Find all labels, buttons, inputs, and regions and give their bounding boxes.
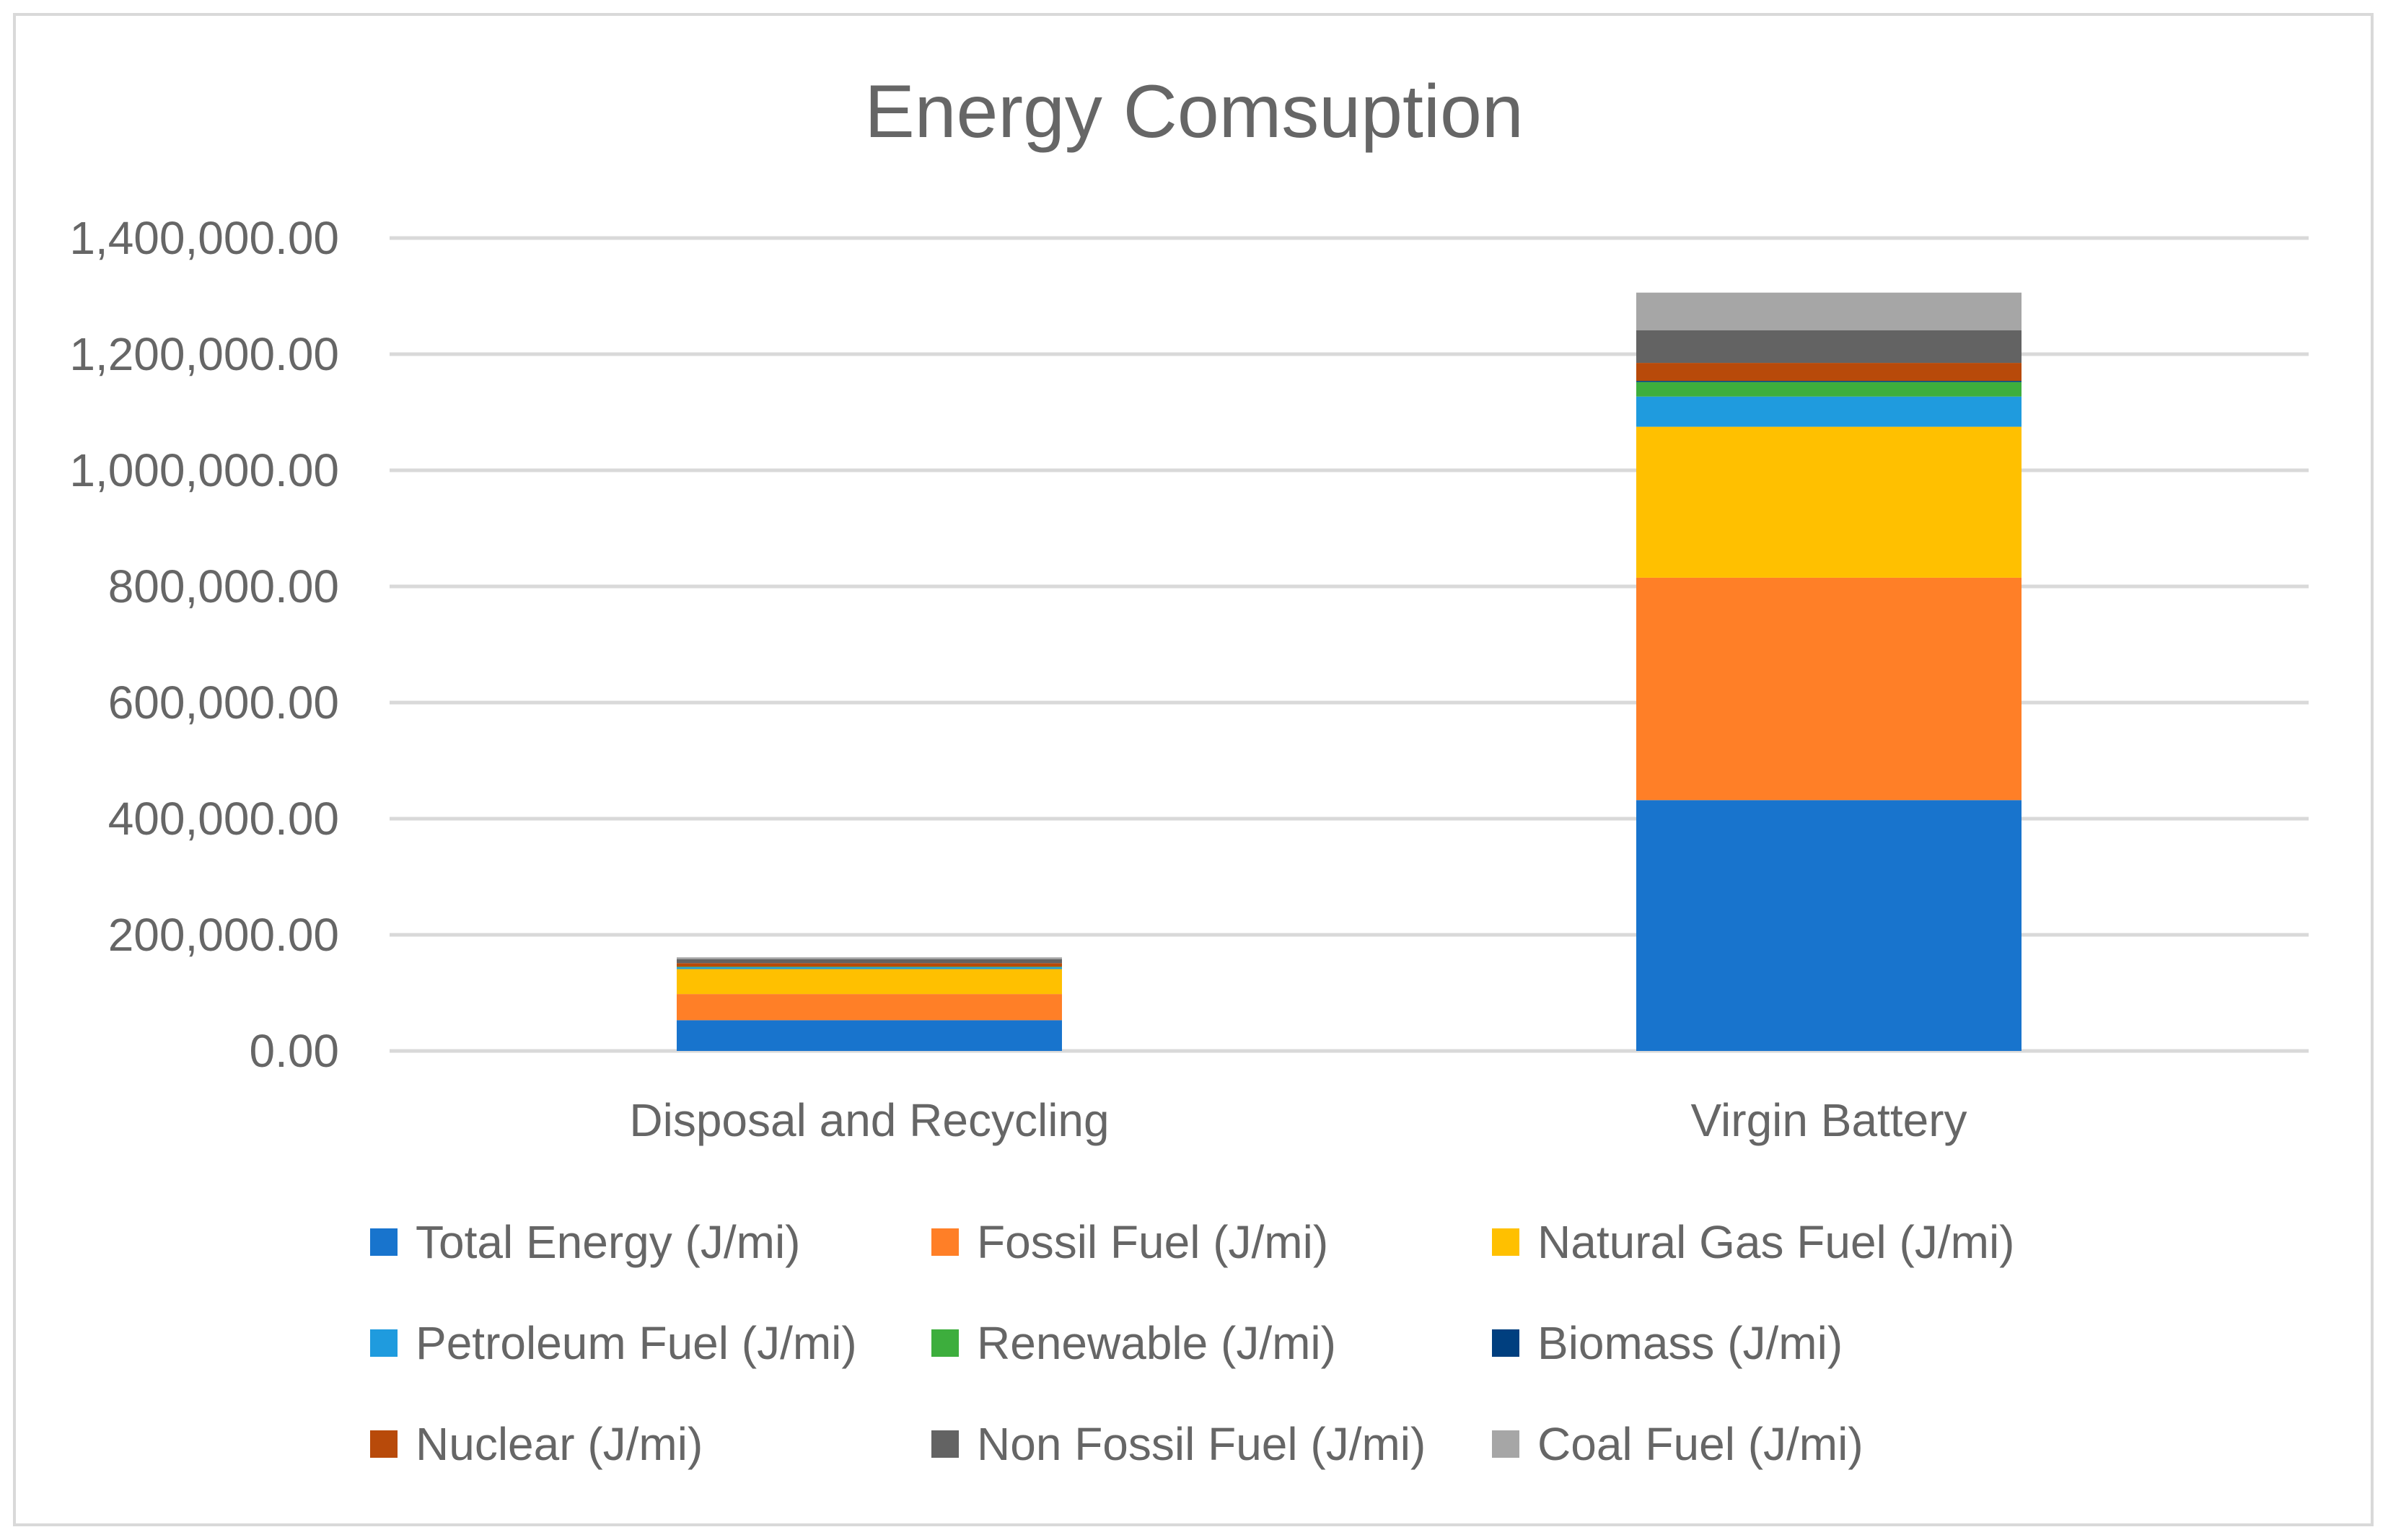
legend-label: Petroleum Fuel (J/mi)	[416, 1317, 857, 1369]
bar-segment	[1636, 381, 2022, 382]
legend-swatch	[370, 1430, 398, 1458]
legend-swatch	[931, 1329, 959, 1357]
legend-label: Fossil Fuel (J/mi)	[977, 1216, 1328, 1268]
chart-title: Energy Comsuption	[864, 70, 1523, 154]
bar-segment	[677, 959, 1062, 964]
y-tick-label: 800,000.00	[108, 560, 339, 612]
legend-label: Natural Gas Fuel (J/mi)	[1537, 1216, 2014, 1268]
legend-swatch	[931, 1430, 959, 1458]
bar-segment	[1636, 800, 2022, 1051]
x-axis-categories: Disposal and Recycling Virgin Battery	[629, 1094, 1967, 1146]
legend-label: Biomass (J/mi)	[1537, 1317, 1843, 1369]
bar-segment	[677, 969, 1062, 995]
y-tick-label: 400,000.00	[108, 793, 339, 845]
legend-label: Renewable (J/mi)	[977, 1317, 1336, 1369]
bar-segment	[1636, 396, 2022, 427]
legend: Total Energy (J/mi) Fossil Fuel (J/mi) Nat…	[370, 1216, 2014, 1470]
bar-segment	[1636, 292, 2022, 330]
bar-segment	[1636, 426, 2022, 578]
legend-swatch	[931, 1228, 959, 1256]
legend-label: Non Fossil Fuel (J/mi)	[977, 1418, 1426, 1470]
bars	[677, 292, 2022, 1051]
bar-segment	[677, 963, 1062, 967]
legend-label: Total Energy (J/mi)	[416, 1216, 800, 1268]
y-tick-label: 0.00	[249, 1025, 339, 1077]
legend-swatch	[370, 1228, 398, 1256]
y-tick-label: 600,000.00	[108, 677, 339, 729]
y-tick-label: 1,000,000.00	[69, 444, 339, 496]
bar-segment	[1636, 382, 2022, 397]
legend-swatch	[370, 1329, 398, 1357]
bar-segment	[1636, 363, 2022, 382]
bar-segment	[677, 967, 1062, 969]
bar-segment	[677, 994, 1062, 1021]
bar-segment	[677, 957, 1062, 959]
y-axis-ticks: 0.00 200,000.00 400,000.00 600,000.00 800,00…	[69, 212, 339, 1077]
y-tick-label: 1,400,000.00	[69, 212, 339, 264]
legend-label: Coal Fuel (J/mi)	[1537, 1418, 1864, 1470]
legend-swatch	[1492, 1430, 1519, 1458]
x-category-label: Virgin Battery	[1691, 1094, 1967, 1146]
bar-segment	[1636, 577, 2022, 801]
x-category-label: Disposal and Recycling	[629, 1094, 1109, 1146]
y-tick-label: 1,200,000.00	[69, 328, 339, 380]
bar-segment	[1636, 330, 2022, 364]
legend-label: Nuclear (J/mi)	[416, 1418, 703, 1470]
y-tick-label: 200,000.00	[108, 909, 339, 961]
legend-swatch	[1492, 1329, 1519, 1357]
bar-segment	[677, 1020, 1062, 1051]
legend-swatch	[1492, 1228, 1519, 1256]
